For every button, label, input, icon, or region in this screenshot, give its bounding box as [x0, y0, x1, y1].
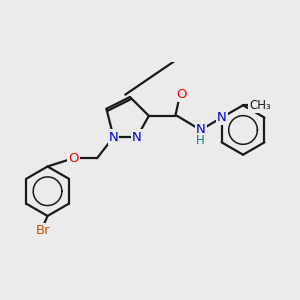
Text: O: O — [68, 152, 79, 165]
Text: N: N — [109, 130, 118, 143]
Text: CH₃: CH₃ — [249, 99, 271, 112]
Text: N: N — [132, 130, 142, 143]
Text: N: N — [196, 124, 206, 136]
Text: N: N — [217, 111, 226, 124]
Text: O: O — [176, 88, 187, 101]
Text: H: H — [196, 134, 205, 147]
Text: Br: Br — [35, 224, 50, 237]
